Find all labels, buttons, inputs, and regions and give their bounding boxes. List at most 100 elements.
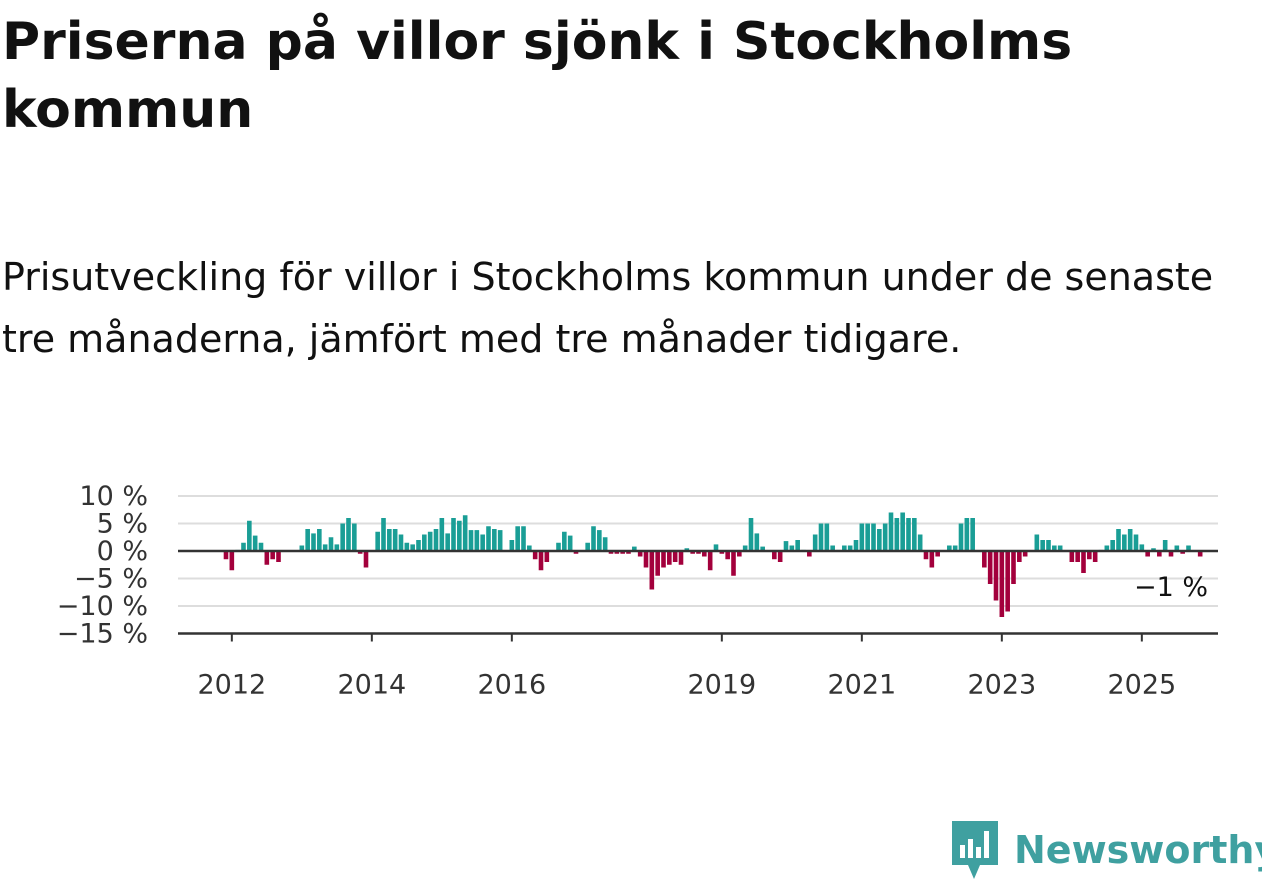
bar: [497, 530, 503, 551]
bar: [987, 551, 993, 584]
bar: [1116, 529, 1121, 551]
bar: [789, 545, 795, 551]
bar: [859, 523, 865, 551]
bar: [818, 523, 824, 551]
x-tick-label: 2021: [827, 670, 896, 701]
bars: [223, 512, 1203, 617]
bar: [713, 544, 719, 551]
bar: [1110, 540, 1115, 551]
bar: [398, 534, 404, 551]
bar: [532, 551, 538, 560]
bar: [807, 551, 812, 557]
bar: [439, 518, 445, 551]
bar: [1104, 545, 1110, 551]
bar: [1151, 548, 1156, 551]
bar: [643, 551, 649, 568]
chart-title: Priserna på villor sjönk i Stockholms ko…: [2, 12, 1073, 140]
x-tick-label: 2012: [197, 670, 266, 701]
bar: [795, 540, 800, 551]
bar: [602, 537, 608, 551]
bar: [737, 551, 742, 557]
bar: [912, 518, 917, 551]
bar: [1127, 529, 1133, 551]
bar: [585, 542, 590, 551]
bar-chart: 10 %5 %0 %−5 %−10 %−15 % 2012 2014 2016 201…: [57, 481, 1218, 701]
bar: [340, 523, 345, 551]
bar: [410, 544, 415, 551]
bar: [492, 529, 497, 551]
bar: [900, 512, 905, 551]
bar: [626, 551, 631, 554]
bar: [276, 551, 281, 562]
bar: [229, 551, 235, 571]
bar: [847, 545, 853, 551]
bar: [1122, 534, 1127, 551]
brand-logo: Newsworthy: [950, 818, 1262, 882]
bar: [731, 551, 736, 576]
bar: [416, 540, 421, 551]
bar: [929, 551, 935, 568]
bar: [958, 523, 964, 551]
bar: [1046, 540, 1051, 551]
y-axis-tick-labels: 10 %5 %0 %−5 %−10 %−15 %: [57, 481, 148, 650]
bar: [853, 540, 859, 551]
bar: [812, 534, 818, 551]
bar: [241, 542, 246, 551]
bar: [637, 551, 643, 557]
bar: [363, 551, 369, 568]
bar: [632, 546, 637, 551]
bar: [783, 541, 789, 551]
bar: [684, 548, 690, 551]
bar: [982, 551, 987, 568]
bar: [544, 551, 550, 562]
bar: [1040, 540, 1045, 551]
bar: [223, 551, 229, 560]
bar: [573, 551, 579, 554]
bar: [1005, 551, 1010, 612]
grid-lines: [178, 495, 1218, 607]
bar: [1092, 551, 1098, 562]
bar: [754, 533, 760, 551]
bar: [433, 529, 439, 551]
bar: [597, 530, 602, 551]
bar: [760, 546, 765, 551]
bar: [1057, 545, 1063, 551]
bar: [556, 542, 561, 551]
bar: [865, 523, 870, 551]
bar: [334, 544, 340, 551]
bar: [1017, 551, 1022, 562]
bar: [661, 551, 666, 568]
bar: [1075, 551, 1080, 562]
bar: [935, 551, 940, 557]
y-tick-label: 0 %: [97, 536, 148, 567]
bar: [562, 531, 567, 551]
x-tick-label: 2019: [687, 670, 756, 701]
x-tick-label: 2025: [1107, 670, 1176, 701]
bar: [1157, 551, 1162, 557]
bar: [894, 518, 900, 551]
bar: [1052, 545, 1057, 551]
bar: [457, 520, 462, 551]
bar: [462, 515, 468, 551]
bar: [352, 523, 357, 551]
bar: [357, 551, 363, 554]
bar: [742, 545, 748, 551]
bar: [515, 526, 520, 551]
bar: [264, 551, 270, 565]
bar: [527, 545, 532, 551]
bar: [923, 551, 929, 560]
bar: [1133, 534, 1139, 551]
x-tick-label: 2014: [337, 670, 406, 701]
bar: [952, 545, 958, 551]
bar: [567, 535, 573, 551]
y-tick-label: −10 %: [57, 591, 148, 622]
bar: [252, 535, 258, 551]
bar: [678, 551, 684, 565]
newsworthy-logo-icon: [952, 821, 998, 879]
bar: [614, 551, 620, 554]
bar: [917, 534, 923, 551]
bar: [270, 551, 275, 560]
bar: [672, 551, 678, 562]
bar: [882, 523, 888, 551]
bar: [375, 531, 380, 551]
